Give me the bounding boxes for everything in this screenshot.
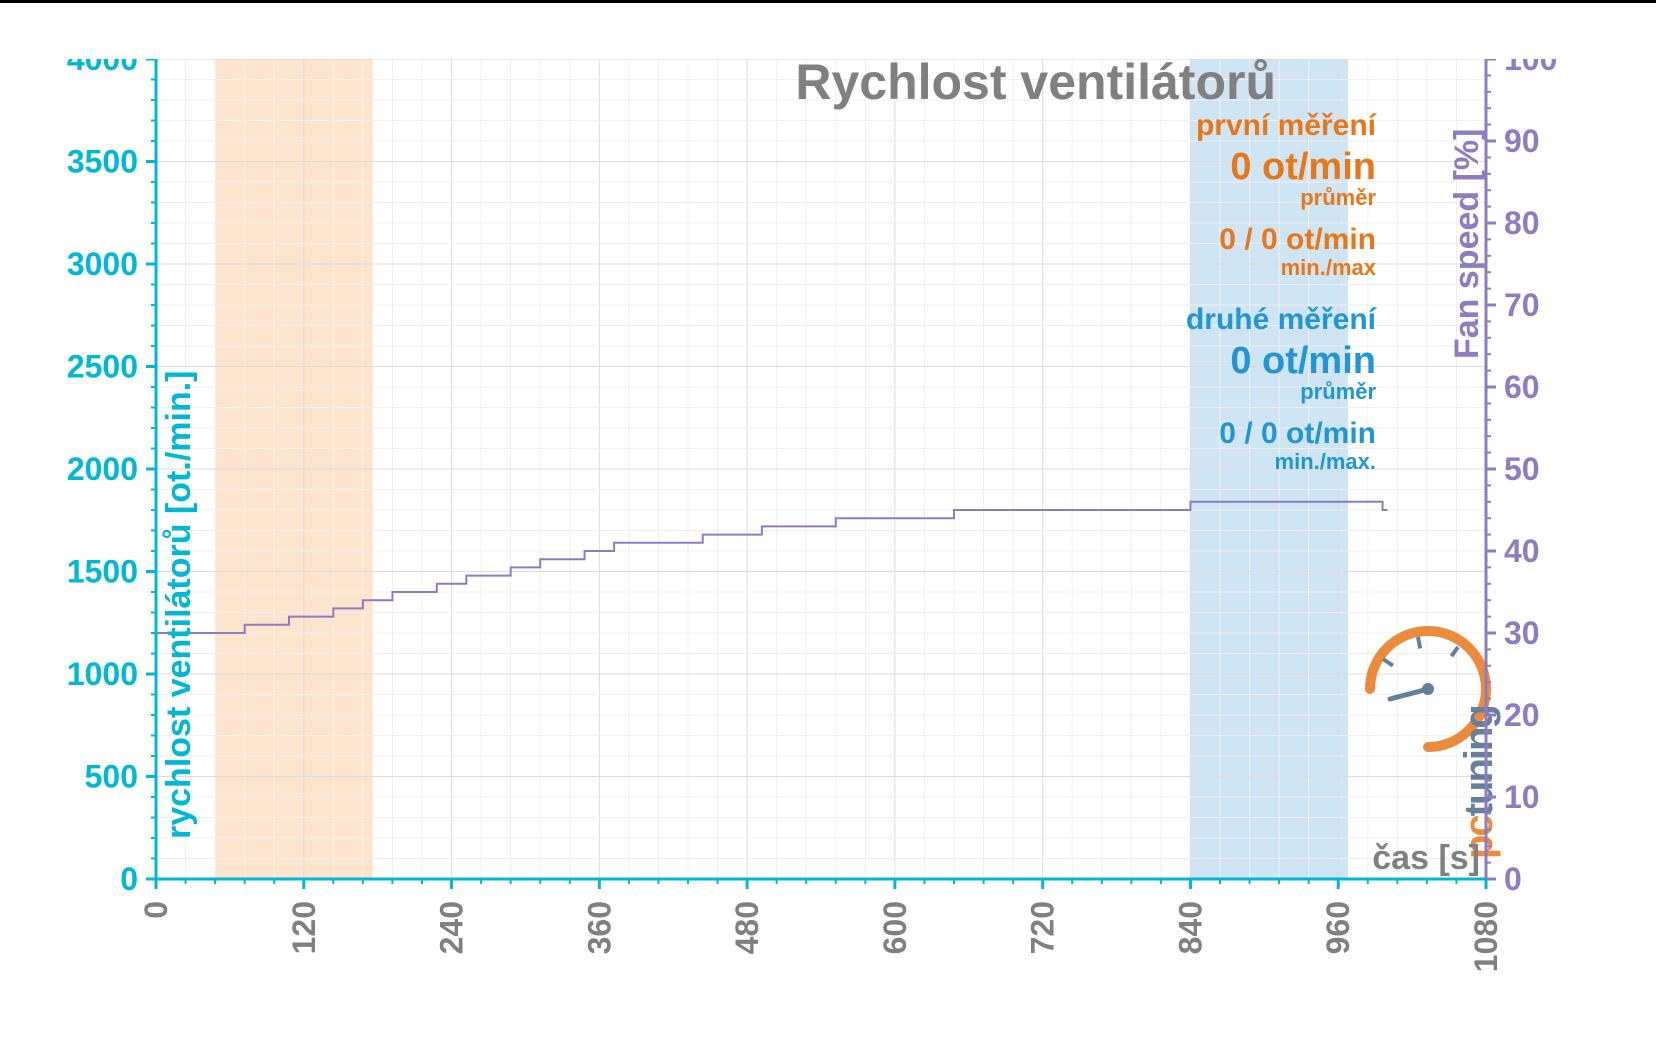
y-left-tick: 2000 — [67, 451, 138, 487]
x-tick: 600 — [877, 901, 913, 954]
x-tick: 840 — [1172, 901, 1208, 954]
watermark: pctuning — [1370, 631, 1501, 859]
chart-title: Rychlost ventilátorů — [795, 59, 1276, 110]
outer-frame: pctuning05001000150020002500300035004000… — [0, 0, 1656, 1044]
y-left-tick: 4000 — [67, 59, 138, 77]
info-value: 0 ot/min — [1230, 146, 1376, 188]
y-right-tick: 10 — [1504, 779, 1540, 815]
y-left-tick: 1500 — [67, 554, 138, 590]
y-right-label: Fan speed [%] — [1448, 129, 1486, 359]
info-value: 0 ot/min — [1230, 340, 1376, 382]
info-heading: druhé měření — [1186, 303, 1378, 336]
y-left-tick: 3000 — [67, 246, 138, 282]
y-left-tick: 3500 — [67, 144, 138, 180]
y-right-tick: 20 — [1504, 697, 1540, 733]
y-right-tick: 40 — [1504, 533, 1540, 569]
y-left-tick: 2500 — [67, 349, 138, 385]
y-right-tick: 80 — [1504, 205, 1540, 241]
y-right-tick: 0 — [1504, 861, 1522, 897]
x-tick: 480 — [729, 901, 765, 954]
x-tick: 720 — [1025, 901, 1061, 954]
y-right-tick: 50 — [1504, 451, 1540, 487]
y-right-tick: 70 — [1504, 287, 1540, 323]
chart-svg: pctuning05001000150020002500300035004000… — [56, 59, 1600, 991]
x-tick: 360 — [581, 901, 617, 954]
info-value2: 0 / 0 ot/min — [1219, 223, 1376, 256]
y-left-tick: 1000 — [67, 656, 138, 692]
y-left-tick: 0 — [120, 861, 138, 897]
x-tick: 120 — [286, 901, 322, 954]
y-right-tick: 100 — [1504, 59, 1557, 77]
x-tick: 240 — [434, 901, 470, 954]
y-right-tick: 90 — [1504, 123, 1540, 159]
x-tick: 1080 — [1468, 901, 1504, 972]
info-sub2: min./max — [1281, 255, 1377, 280]
y-right-tick: 60 — [1504, 369, 1540, 405]
x-axis-label: čas [s] — [1372, 839, 1480, 877]
chart-container: pctuning05001000150020002500300035004000… — [56, 59, 1600, 991]
x-tick: 960 — [1320, 901, 1356, 954]
y-left-tick: 500 — [85, 759, 138, 795]
info-sub: průměr — [1300, 185, 1376, 210]
y-right-tick: 30 — [1504, 615, 1540, 651]
info-sub: průměr — [1300, 379, 1376, 404]
info-sub2: min./max. — [1275, 449, 1376, 474]
y-left-label: rychlost ventilátorů [ot./min.] — [160, 371, 198, 839]
info-heading: první měření — [1196, 109, 1378, 142]
svg-text:pctuning: pctuning — [1457, 706, 1501, 859]
info-value2: 0 / 0 ot/min — [1219, 417, 1376, 450]
x-tick: 0 — [138, 901, 174, 919]
